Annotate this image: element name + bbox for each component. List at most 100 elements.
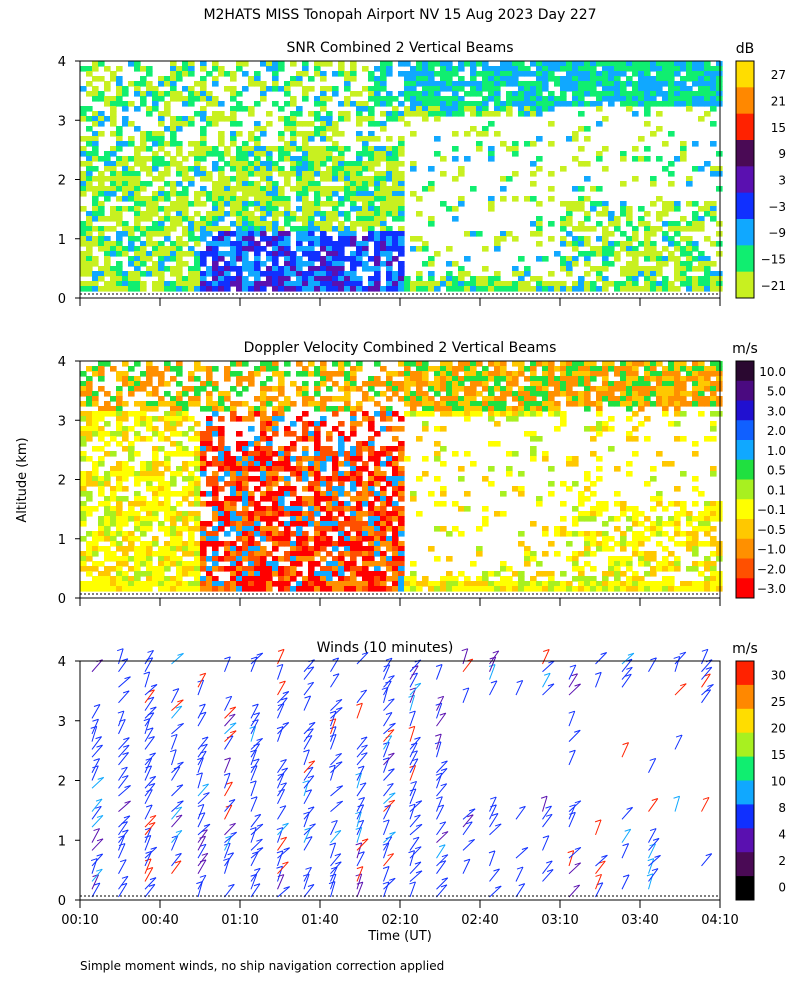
heatmap-cell <box>314 546 321 552</box>
heatmap-cell <box>308 471 315 477</box>
heatmap-cell <box>122 516 129 522</box>
heatmap-cell <box>278 211 285 217</box>
heatmap-cell <box>572 521 579 527</box>
heatmap-cell <box>644 286 651 292</box>
heatmap-cell <box>158 226 165 232</box>
heatmap-cell <box>650 76 657 82</box>
heatmap-cell <box>482 401 489 407</box>
heatmap-cell <box>272 191 279 197</box>
heatmap-cell <box>374 541 381 547</box>
heatmap-cell <box>122 166 129 172</box>
heatmap-cell <box>176 181 183 187</box>
heatmap-cell <box>254 226 261 232</box>
heatmap-cell <box>638 286 645 292</box>
heatmap-cell <box>596 426 603 432</box>
heatmap-cell <box>182 281 189 287</box>
heatmap-cell <box>356 506 363 512</box>
heatmap-cell <box>254 366 261 372</box>
heatmap-cell <box>656 251 663 257</box>
heatmap-cell <box>368 386 375 392</box>
heatmap-cell <box>242 186 249 192</box>
heatmap-cell <box>254 181 261 187</box>
heatmap-cell <box>176 166 183 172</box>
heatmap-cell <box>278 501 285 507</box>
heatmap-cell <box>260 386 267 392</box>
heatmap-cell <box>314 431 321 437</box>
heatmap-cell <box>236 156 243 162</box>
heatmap-cell <box>200 491 207 497</box>
heatmap-cell <box>362 86 369 92</box>
heatmap-cell <box>98 91 105 97</box>
heatmap-cell <box>362 266 369 272</box>
heatmap-cell <box>164 411 171 417</box>
heatmap-cell <box>632 276 639 282</box>
heatmap-cell <box>140 96 147 102</box>
heatmap-cell <box>230 186 237 192</box>
heatmap-cell <box>512 586 519 592</box>
heatmap-cell <box>296 71 303 77</box>
heatmap-cell <box>632 271 639 277</box>
heatmap-cell <box>116 406 123 412</box>
heatmap-cell <box>524 551 531 557</box>
heatmap-cell <box>80 561 87 567</box>
heatmap-cell <box>260 556 267 562</box>
heatmap-cell <box>374 431 381 437</box>
heatmap-cell <box>260 446 267 452</box>
heatmap-cell <box>626 246 633 252</box>
heatmap-cell <box>500 561 507 567</box>
heatmap-cell <box>656 101 663 107</box>
heatmap-cell <box>332 271 339 277</box>
heatmap-cell <box>542 401 549 407</box>
heatmap-cell <box>314 561 321 567</box>
heatmap-cell <box>164 531 171 537</box>
heatmap-cell <box>452 91 459 97</box>
heatmap-cell <box>620 61 627 67</box>
heatmap-cell <box>404 386 411 392</box>
heatmap-cell <box>206 416 213 422</box>
heatmap-cell <box>350 456 357 462</box>
heatmap-cell <box>680 276 687 282</box>
heatmap-cell <box>590 481 597 487</box>
heatmap-cell <box>158 551 165 557</box>
heatmap-cell <box>512 361 519 367</box>
heatmap-cell <box>158 141 165 147</box>
heatmap-cell <box>254 231 261 237</box>
heatmap-cell <box>92 121 99 127</box>
heatmap-cell <box>164 491 171 497</box>
heatmap-cell <box>344 196 351 202</box>
heatmap-cell <box>512 581 519 587</box>
heatmap-cell <box>446 286 453 292</box>
heatmap-cell <box>506 281 513 287</box>
heatmap-cell <box>140 516 147 522</box>
heatmap-cell <box>524 141 531 147</box>
heatmap-cell <box>542 86 549 92</box>
heatmap-cell <box>368 541 375 547</box>
heatmap-cell <box>332 586 339 592</box>
heatmap-cell <box>290 561 297 567</box>
heatmap-cell <box>212 551 219 557</box>
heatmap-cell <box>620 231 627 237</box>
heatmap-cell <box>320 226 327 232</box>
heatmap-cell <box>434 556 441 562</box>
heatmap-cell <box>398 506 405 512</box>
heatmap-cell <box>128 61 135 67</box>
heatmap-cell <box>356 276 363 282</box>
heatmap-cell <box>254 456 261 462</box>
heatmap-cell <box>236 181 243 187</box>
heatmap-cell <box>566 81 573 87</box>
heatmap-cell <box>314 206 321 212</box>
heatmap-cell <box>104 156 111 162</box>
heatmap-cell <box>440 281 447 287</box>
heatmap-cell <box>128 556 135 562</box>
heatmap-cell <box>578 236 585 242</box>
colorbar-swatch <box>736 192 754 220</box>
heatmap-cell <box>122 281 129 287</box>
heatmap-cell <box>164 481 171 487</box>
heatmap-cell <box>422 286 429 292</box>
heatmap-cell <box>500 286 507 292</box>
heatmap-cell <box>560 531 567 537</box>
heatmap-cell <box>200 451 207 457</box>
heatmap-cell <box>80 136 87 142</box>
heatmap-cell <box>326 96 333 102</box>
heatmap-cell <box>596 91 603 97</box>
